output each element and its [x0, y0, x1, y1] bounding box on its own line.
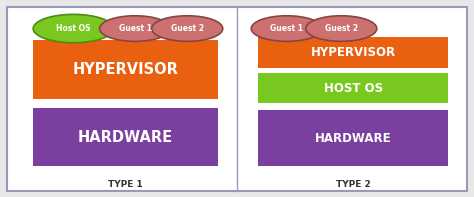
Text: Guest 1: Guest 1: [118, 24, 152, 33]
FancyBboxPatch shape: [258, 110, 448, 166]
Ellipse shape: [100, 16, 171, 41]
Text: TYPE 2: TYPE 2: [336, 180, 371, 189]
Ellipse shape: [33, 14, 114, 43]
Text: Guest 2: Guest 2: [171, 24, 204, 33]
FancyBboxPatch shape: [33, 108, 218, 166]
Ellipse shape: [152, 16, 223, 41]
FancyBboxPatch shape: [258, 37, 448, 68]
Ellipse shape: [306, 16, 377, 41]
Ellipse shape: [251, 16, 322, 41]
Text: HOST OS: HOST OS: [324, 82, 383, 95]
Text: Guest 2: Guest 2: [325, 24, 358, 33]
Text: HARDWARE: HARDWARE: [78, 130, 173, 145]
FancyBboxPatch shape: [33, 40, 218, 98]
FancyBboxPatch shape: [7, 7, 467, 191]
Text: HYPERVISOR: HYPERVISOR: [310, 46, 396, 59]
Text: Guest 1: Guest 1: [270, 24, 303, 33]
Text: HYPERVISOR: HYPERVISOR: [73, 62, 179, 77]
FancyBboxPatch shape: [258, 73, 448, 103]
Text: TYPE 1: TYPE 1: [108, 180, 143, 189]
Text: Host OS: Host OS: [56, 24, 91, 33]
Text: HARDWARE: HARDWARE: [315, 132, 392, 145]
